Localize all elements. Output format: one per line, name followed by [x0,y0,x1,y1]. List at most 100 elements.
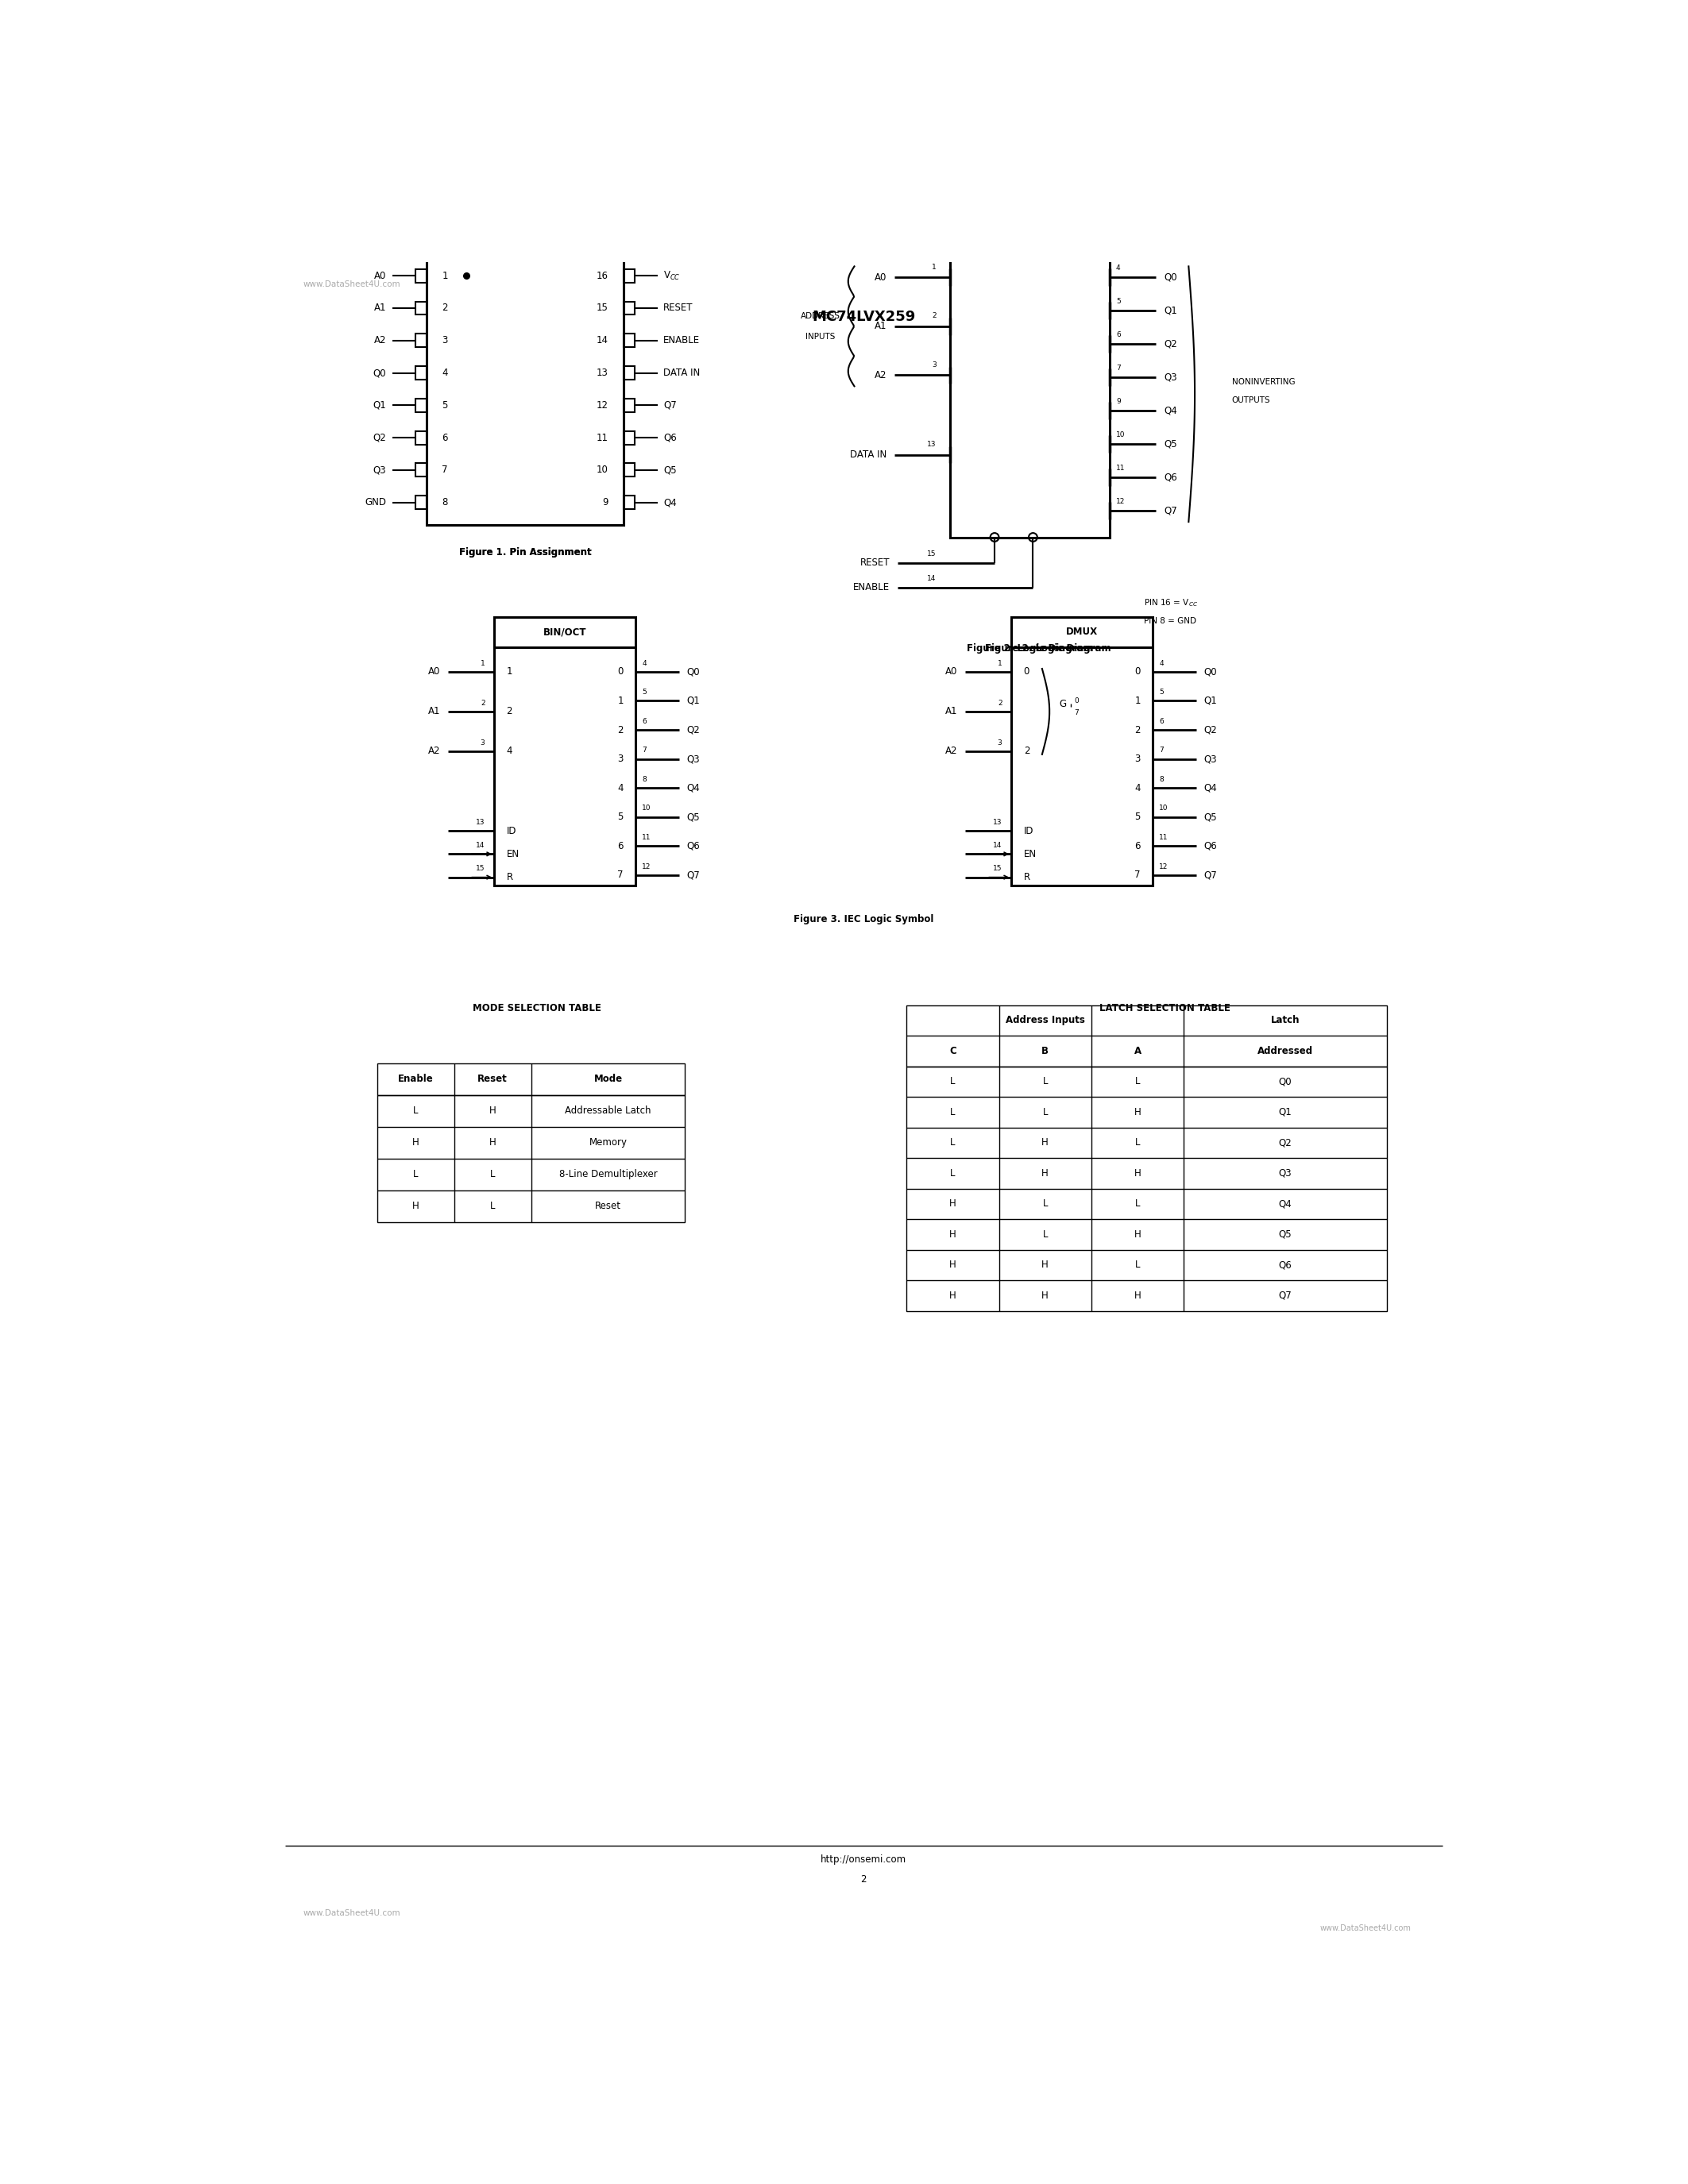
Text: INPUTS: INPUTS [805,332,836,341]
Text: L: L [490,1168,495,1179]
Text: Q0: Q0 [687,666,701,677]
Text: 5: 5 [1160,688,1163,697]
Text: 11: 11 [1116,465,1126,472]
Bar [376,1064,685,1223]
Text: L: L [1134,1199,1139,1210]
Text: Q3: Q3 [373,465,387,476]
Text: L: L [1134,1077,1139,1088]
Text: H: H [1041,1168,1048,1179]
Text: L: L [1134,1138,1139,1149]
Text: 2: 2 [1134,725,1141,736]
Bar [415,496,427,509]
Text: 2: 2 [618,725,623,736]
Text: 15: 15 [993,865,1003,871]
Text: Q2: Q2 [687,725,701,736]
Text: 10: 10 [1116,432,1126,439]
Bar [623,397,635,413]
Text: H: H [1134,1168,1141,1179]
Bar [415,463,427,476]
Text: 1: 1 [998,660,1003,666]
Bar [495,616,636,887]
Text: L: L [1043,1230,1048,1241]
Text: DATA IN: DATA IN [851,450,886,461]
Text: A2: A2 [375,336,387,345]
Bar [623,367,635,380]
Text: 4: 4 [442,367,447,378]
Text: 2: 2 [861,1874,866,1885]
Text: 14: 14 [476,841,484,850]
Text: Q6: Q6 [1165,472,1177,483]
Text: 2: 2 [998,699,1003,708]
Text: H: H [1041,1291,1048,1302]
Text: 1: 1 [506,666,513,677]
Text: R: R [506,871,513,882]
Text: Q0: Q0 [373,367,387,378]
Text: 6: 6 [1160,719,1163,725]
Text: Q1: Q1 [373,400,387,411]
Text: 7: 7 [442,465,447,476]
Bar [623,463,635,476]
Text: 15: 15 [927,550,937,557]
Text: http://onsemi.com: http://onsemi.com [820,1854,906,1865]
Text: DMUX: DMUX [1067,627,1097,638]
Text: L: L [1043,1199,1048,1210]
Text: H: H [1134,1107,1141,1118]
Bar [623,496,635,509]
Text: Q4: Q4 [1278,1199,1291,1210]
Text: A0: A0 [945,666,957,677]
Bar [623,334,635,347]
Bar [415,367,427,380]
Text: H: H [412,1138,419,1149]
Text: Q7: Q7 [1204,869,1217,880]
Text: 7: 7 [1160,747,1163,753]
Text: 7: 7 [1134,869,1141,880]
Text: PIN 16 = V$_{CC}$: PIN 16 = V$_{CC}$ [1144,596,1198,607]
Text: 7: 7 [641,747,647,753]
Text: Reset: Reset [478,1075,508,1083]
Text: 1: 1 [481,660,484,666]
Text: 1: 1 [1134,697,1141,705]
Text: H: H [949,1230,957,1241]
Text: V$_{CC}$: V$_{CC}$ [663,271,680,282]
Text: H: H [490,1138,496,1149]
Text: 7: 7 [1074,710,1079,716]
Text: Q7: Q7 [687,869,701,880]
Text: A2: A2 [945,747,957,756]
Text: Memory: Memory [589,1138,628,1149]
Text: Q5: Q5 [1165,439,1177,450]
Text: L: L [1134,1260,1139,1271]
Text: H: H [949,1199,957,1210]
Text: L: L [950,1107,955,1118]
Text: 0: 0 [1074,697,1079,703]
Text: 12: 12 [1160,863,1168,869]
Text: G: G [1060,699,1067,710]
Text: Address Inputs: Address Inputs [1006,1016,1085,1026]
Text: 3: 3 [932,360,937,369]
Text: 12: 12 [1116,498,1124,505]
Text: 1: 1 [618,697,623,705]
Text: MODE SELECTION TABLE: MODE SELECTION TABLE [473,1002,601,1013]
Text: 1: 1 [932,264,937,271]
Text: 2: 2 [442,304,447,312]
Bar [427,249,623,524]
Text: 1: 1 [442,271,447,282]
Text: 15: 15 [596,304,608,312]
Text: GND: GND [365,498,387,507]
Text: 4: 4 [618,782,623,793]
Text: 12: 12 [641,863,652,869]
Text: Q4: Q4 [687,782,701,793]
Text: Q5: Q5 [1204,812,1217,821]
Text: www.DataSheet4U.com: www.DataSheet4U.com [1320,1924,1411,1933]
Text: Q4: Q4 [663,498,677,507]
Text: Q6: Q6 [687,841,701,852]
Text: L: L [950,1138,955,1149]
Text: L: L [414,1105,419,1116]
Bar [415,269,427,282]
Text: R: R [1023,871,1030,882]
Text: A1: A1 [945,705,957,716]
Text: L: L [950,1168,955,1179]
Text: L: L [1043,1077,1048,1088]
Text: 14: 14 [927,574,937,581]
Text: 9: 9 [603,498,608,507]
Text: 0: 0 [618,666,623,677]
